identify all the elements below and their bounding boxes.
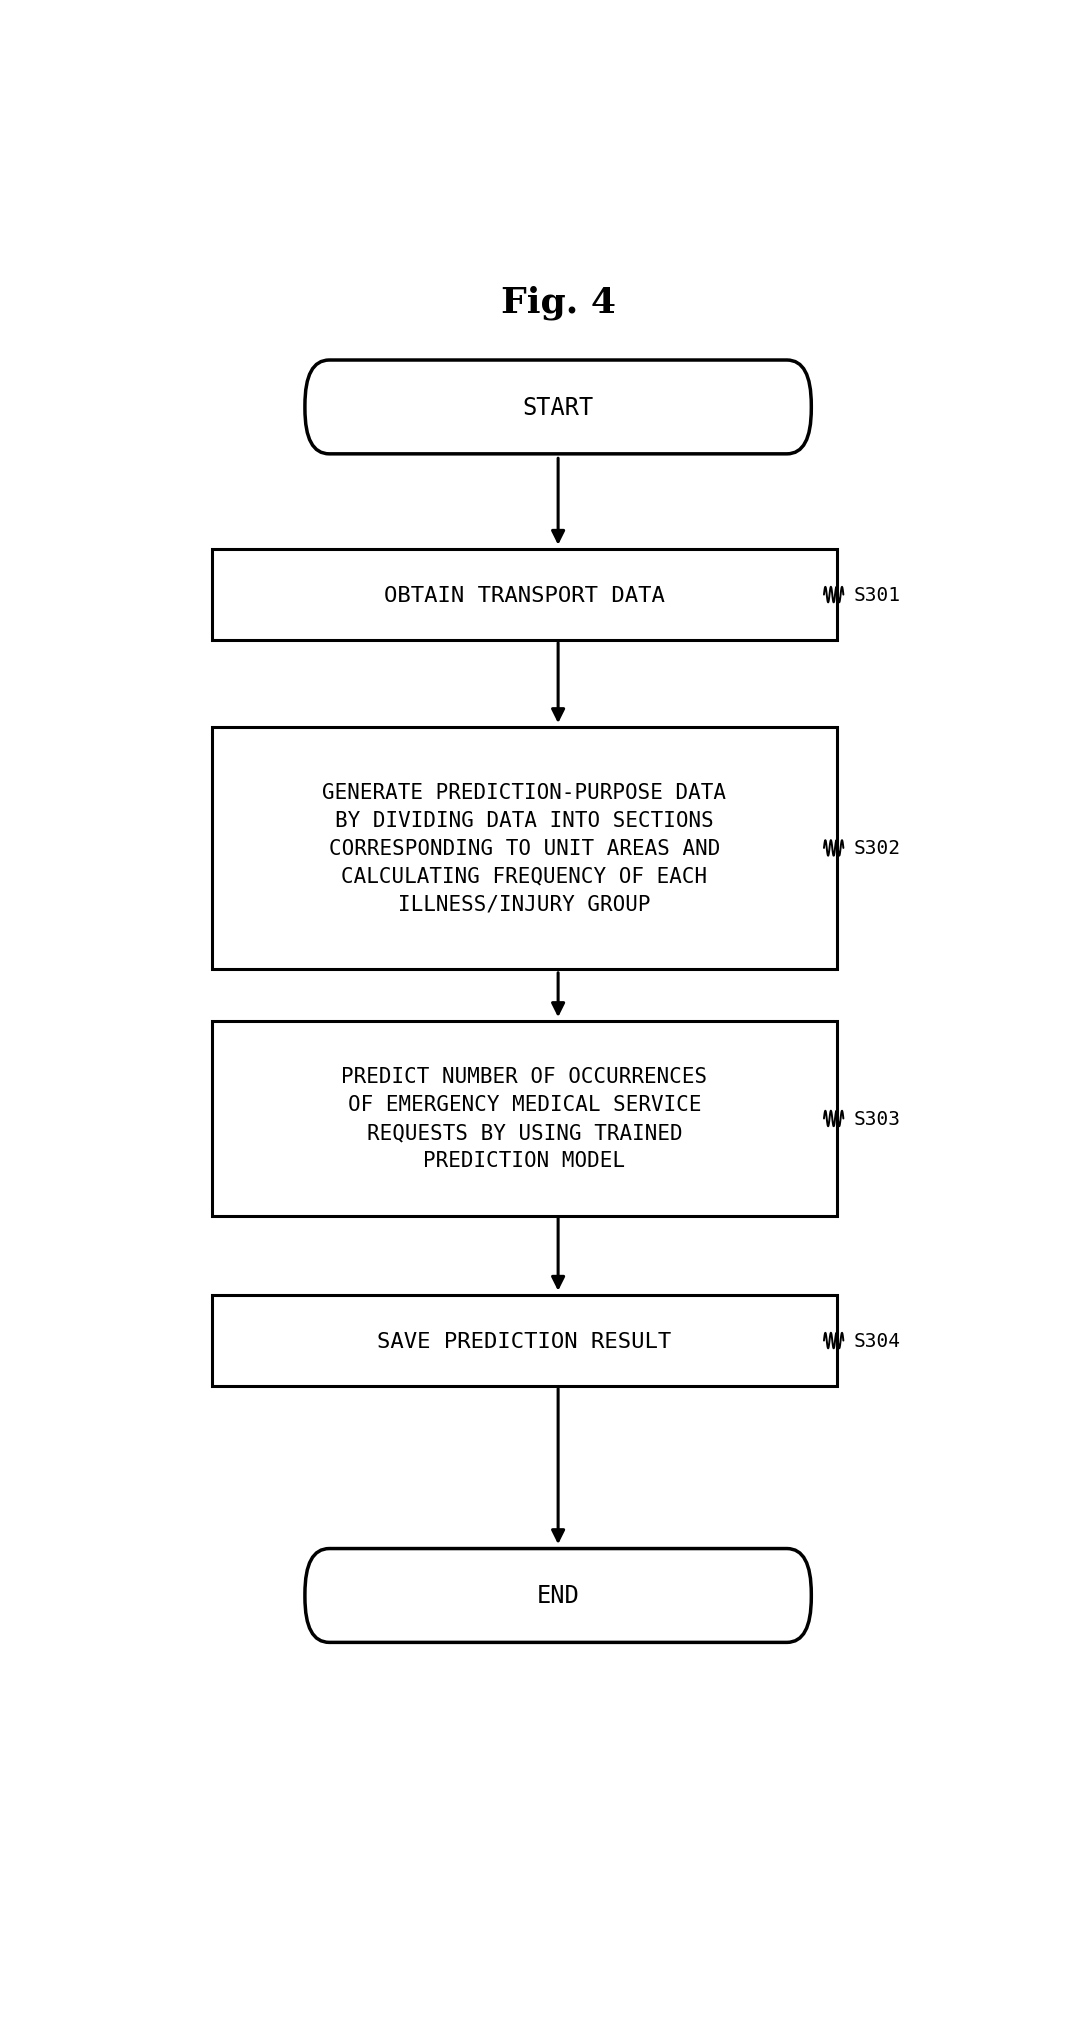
Text: S301: S301 <box>854 587 901 605</box>
Text: END: END <box>537 1583 579 1608</box>
Text: S303: S303 <box>854 1110 901 1129</box>
FancyBboxPatch shape <box>305 361 811 455</box>
FancyBboxPatch shape <box>212 1021 836 1216</box>
FancyBboxPatch shape <box>212 550 836 641</box>
Text: PREDICT NUMBER OF OCCURRENCES
OF EMERGENCY MEDICAL SERVICE
REQUESTS BY USING TRA: PREDICT NUMBER OF OCCURRENCES OF EMERGEN… <box>341 1068 708 1171</box>
Text: GENERATE PREDICTION-PURPOSE DATA
BY DIVIDING DATA INTO SECTIONS
CORRESPONDING TO: GENERATE PREDICTION-PURPOSE DATA BY DIVI… <box>322 782 726 914</box>
Text: SAVE PREDICTION RESULT: SAVE PREDICTION RESULT <box>377 1332 672 1350</box>
Text: START: START <box>523 396 594 420</box>
Text: Fig. 4: Fig. 4 <box>501 286 615 321</box>
Text: S302: S302 <box>854 838 901 859</box>
FancyBboxPatch shape <box>212 727 836 970</box>
FancyBboxPatch shape <box>212 1295 836 1386</box>
Text: S304: S304 <box>854 1332 901 1350</box>
FancyBboxPatch shape <box>305 1549 811 1642</box>
Text: OBTAIN TRANSPORT DATA: OBTAIN TRANSPORT DATA <box>384 585 664 605</box>
